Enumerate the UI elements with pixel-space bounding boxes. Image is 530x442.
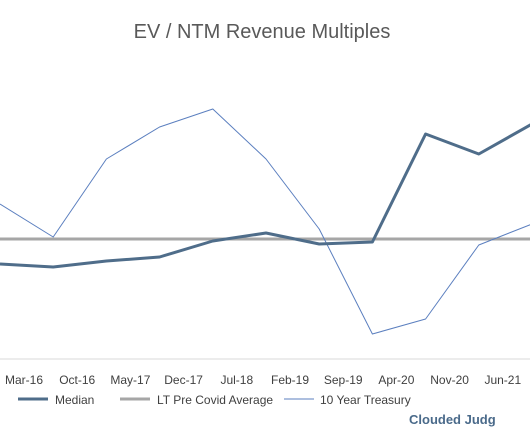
legend: Median LT Pre Covid Average 10 Year Trea… bbox=[18, 393, 411, 407]
x-tick-label: May-17 bbox=[110, 373, 150, 387]
x-tick-label: Jul-18 bbox=[220, 373, 253, 387]
x-tick-label: Mar-16 bbox=[5, 373, 43, 387]
x-tick-label: Nov-20 bbox=[430, 373, 469, 387]
x-tick-label: Oct-16 bbox=[59, 373, 95, 387]
series-line-10-year-treasury bbox=[0, 108, 530, 335]
x-tick-labels: Mar-16 Oct-16 May-17 Dec-17 Jul-18 Feb-19 Sep-… bbox=[5, 373, 521, 387]
x-tick-label: Dec-17 bbox=[164, 373, 203, 387]
series-layer bbox=[0, 108, 530, 335]
x-tick-label: Jun-21 bbox=[484, 373, 521, 387]
legend-label-lt-average: LT Pre Covid Average bbox=[157, 393, 273, 407]
x-tick-label: Feb-19 bbox=[271, 373, 309, 387]
legend-label-median: Median bbox=[55, 393, 94, 407]
legend-label-treasury: 10 Year Treasury bbox=[320, 393, 411, 407]
x-tick-label: Apr-20 bbox=[378, 373, 414, 387]
x-tick-label: Sep-19 bbox=[324, 373, 363, 387]
watermark: Clouded Judg bbox=[409, 412, 496, 427]
series-line-median bbox=[0, 123, 530, 269]
chart-title: EV / NTM Revenue Multiples bbox=[134, 21, 391, 43]
